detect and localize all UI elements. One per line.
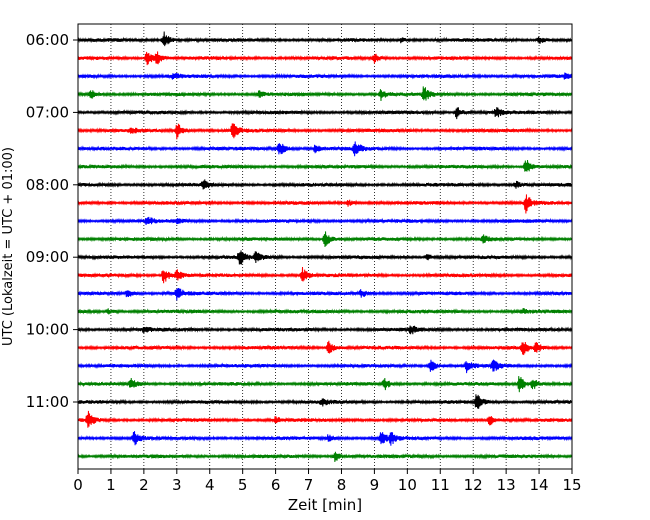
trace-0600 [77, 31, 573, 47]
x-tick-label-5: 5 [238, 476, 248, 494]
x-tick-label-11: 11 [431, 476, 450, 494]
trace-1000 [77, 325, 573, 335]
y-axis-label: UTC (Lokalzeit = UTC + 01:00) [1, 147, 16, 346]
x-tick-label-8: 8 [337, 476, 347, 494]
x-axis-ticks: 0 1 2 3 4 5 6 7 8 9 10 11 12 13 14 15 [73, 469, 582, 494]
x-tick-label-6: 6 [271, 476, 281, 494]
y-tick-label-2: 08:00 [26, 176, 69, 194]
x-tick-label-9: 9 [370, 476, 380, 494]
trace-0615 [77, 51, 573, 66]
x-tick-label-0: 0 [73, 476, 83, 494]
y-tick-label-1: 07:00 [26, 103, 69, 121]
trace-1030 [77, 359, 573, 374]
y-tick-label-5: 11:00 [26, 393, 69, 411]
trace-0945 [77, 308, 573, 315]
y-tick-label-4: 10:00 [26, 321, 69, 339]
trace-0900 [77, 250, 573, 265]
x-tick-label-15: 15 [562, 476, 581, 494]
x-tick-label-4: 4 [205, 476, 215, 494]
x-tick-label-3: 3 [172, 476, 182, 494]
trace-0700 [77, 107, 573, 120]
x-tick-label-12: 12 [464, 476, 483, 494]
trace-0815 [77, 194, 573, 214]
x-tick-label-2: 2 [139, 476, 149, 494]
trace-1100 [77, 394, 573, 409]
trace-0830 [77, 216, 573, 226]
trace-0845 [77, 231, 573, 248]
trace-1015 [77, 340, 573, 356]
seismogram-traces [77, 31, 573, 462]
x-tick-label-13: 13 [497, 476, 516, 494]
y-axis-ticks: 06:00 07:00 08:00 09:00 10:00 11:00 [26, 31, 78, 411]
trace-0645 [77, 86, 573, 101]
trace-0630 [77, 72, 573, 80]
trace-0800 [77, 179, 573, 190]
trace-0930 [77, 288, 573, 301]
trace-1045 [77, 376, 573, 393]
x-axis-label: Zeit [min] [288, 496, 362, 514]
plot-frame [77, 23, 573, 470]
x-tick-label-7: 7 [304, 476, 314, 494]
trace-0915 [77, 267, 573, 284]
trace-0730 [77, 141, 573, 157]
y-tick-label-0: 06:00 [26, 31, 69, 49]
trace-0715 [77, 123, 573, 140]
x-tick-label-14: 14 [530, 476, 549, 494]
trace-1130 [77, 431, 573, 446]
trace-1145 [77, 451, 573, 462]
x-tick-label-1: 1 [106, 476, 116, 494]
trace-1115 [77, 410, 573, 428]
y-tick-label-3: 09:00 [26, 248, 69, 266]
x-tick-label-10: 10 [398, 476, 417, 494]
trace-0745 [77, 160, 573, 172]
